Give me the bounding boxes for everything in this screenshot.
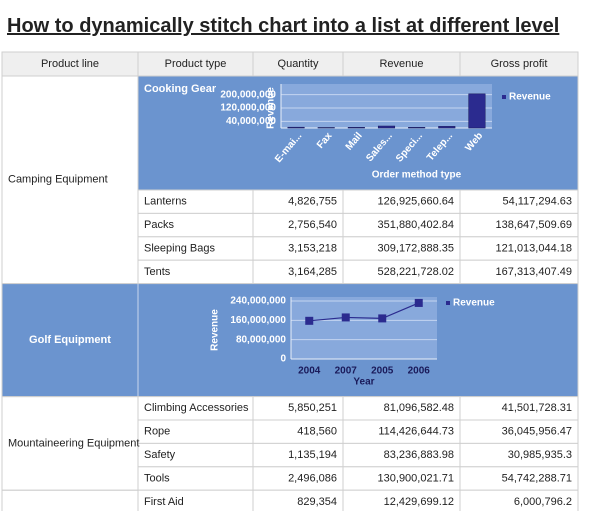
point-marker (305, 316, 314, 325)
cell-text: 2,756,540 (288, 219, 337, 231)
y-tick-label: 120,000,000 (220, 103, 276, 114)
cell-text: Lanterns (144, 196, 187, 208)
legend-label: Revenue (509, 92, 551, 103)
report-title: How to dynamically stitch chart into a l… (7, 15, 559, 37)
bar (468, 93, 486, 129)
cell-text: 351,880,402.84 (378, 219, 454, 231)
x-tick-label: 2005 (371, 366, 394, 377)
cell-text: 309,172,888.35 (378, 242, 454, 254)
y-tick-label: 80,000,000 (236, 334, 286, 345)
bar (317, 127, 335, 129)
plot-area (291, 297, 437, 359)
cell-text: 4,826,755 (288, 196, 337, 208)
cell-text: 3,153,218 (288, 242, 337, 254)
column-header: Quantity (278, 58, 319, 70)
product-line-label: Camping Equipment (8, 174, 108, 186)
bar (347, 127, 365, 129)
legend-swatch (502, 95, 506, 99)
cell-text: 5,850,251 (288, 402, 337, 414)
y-tick-label: 160,000,000 (230, 315, 286, 326)
column-header: Gross profit (491, 58, 548, 70)
product-type-label: Cooking Gear (144, 83, 217, 95)
x-tick-label: 2007 (335, 366, 358, 377)
y-axis-title: Revenue (210, 309, 221, 351)
y-axis-title: Revenue (266, 87, 277, 129)
cell-text: 30,985,935.3 (508, 449, 572, 461)
cell-text: 121,013,044.18 (496, 242, 572, 254)
column-header: Product type (165, 58, 227, 70)
header-row (1, 51, 579, 77)
cell-text: 126,925,660.64 (378, 196, 454, 208)
cell-text: 54,742,288.71 (502, 472, 572, 484)
cell-text: Packs (144, 219, 174, 231)
y-tick-label: 0 (280, 354, 286, 365)
legend-label: Revenue (453, 298, 495, 309)
cell-text: 528,221,728.02 (378, 266, 454, 278)
cell-text: First Aid (144, 496, 184, 508)
product-line-label: Golf Equipment (29, 334, 111, 346)
cell-text: Sleeping Bags (144, 242, 215, 254)
cell-text: Climbing Accessories (144, 402, 249, 414)
point-marker (341, 313, 350, 322)
cell-text: 829,354 (297, 496, 337, 508)
point-marker (414, 298, 423, 307)
x-axis-title: Year (353, 377, 374, 388)
cell-text: Tents (144, 266, 171, 278)
cell-text: 1,135,194 (288, 449, 337, 461)
x-tick-label: 2004 (298, 366, 321, 377)
y-tick-label: 200,000,000 (220, 89, 276, 100)
cell-text: 418,560 (297, 426, 337, 438)
bar (287, 126, 305, 129)
cell-text: Safety (144, 449, 176, 461)
cell-text: 2,496,086 (288, 472, 337, 484)
cell-text: 167,313,407.49 (496, 266, 572, 278)
cell-text: 138,647,509.69 (496, 219, 572, 231)
cell-text: 6,000,796.2 (514, 496, 572, 508)
plot-area (281, 84, 492, 128)
chart-row-bg (1, 283, 579, 398)
product-line-label: Mountaineering Equipment (8, 437, 139, 449)
x-tick-label: 2006 (408, 366, 431, 377)
cell-text: 3,164,285 (288, 266, 337, 278)
cell-text: 130,900,021.71 (378, 472, 454, 484)
legend-swatch (446, 301, 450, 305)
bar (438, 126, 456, 129)
cell-text: 41,501,728.31 (502, 402, 572, 414)
x-axis-title: Order method type (372, 170, 462, 181)
cell-text: Tools (144, 472, 170, 484)
cell-text: 83,236,883.98 (384, 449, 454, 461)
y-tick-label: 240,000,000 (230, 296, 286, 307)
cell-text: 12,429,699.12 (384, 496, 454, 508)
bar (408, 127, 426, 129)
point-marker (378, 314, 387, 323)
product-line-cell (1, 489, 139, 511)
column-header: Revenue (379, 58, 423, 70)
cell-text: Rope (144, 426, 170, 438)
cell-text: 114,426,644.73 (378, 426, 454, 438)
cell-text: 54,117,294.63 (502, 196, 572, 208)
y-tick-label: 40,000,000 (226, 116, 276, 127)
cell-text: 36,045,956.47 (502, 426, 572, 438)
column-header: Product line (41, 58, 99, 70)
series-line (309, 302, 419, 322)
table-row (137, 489, 579, 511)
cell-text: 81,096,582.48 (384, 402, 454, 414)
bar (377, 125, 396, 129)
